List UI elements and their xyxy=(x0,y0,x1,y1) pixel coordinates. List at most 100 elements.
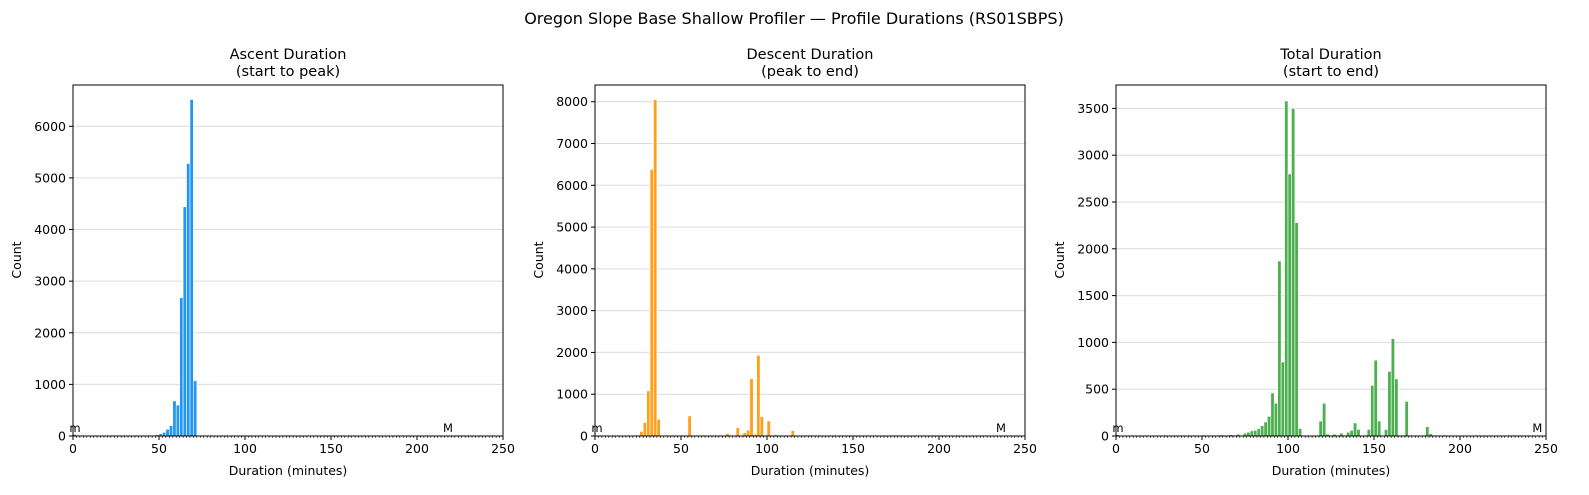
descent-axes-frame xyxy=(594,84,1026,437)
ascent-min-marker: m xyxy=(69,421,80,435)
descent-bar xyxy=(639,431,644,437)
total-bar xyxy=(1280,361,1285,437)
ascent-bar xyxy=(175,404,180,437)
total-ytick-label: 0 xyxy=(1101,429,1109,444)
ascent-xtick-label: 100 xyxy=(233,441,257,456)
total-bar xyxy=(1260,425,1265,437)
total-ytick-label: 1000 xyxy=(1077,335,1109,350)
ascent-max-marker: M xyxy=(443,421,453,435)
total-xtick-label: 150 xyxy=(1362,441,1386,456)
total-bar xyxy=(1287,173,1292,437)
total-bars xyxy=(1115,100,1533,437)
ascent-title-line1: Ascent Duration xyxy=(230,47,347,63)
descent-bar xyxy=(687,415,692,437)
descent-ytick-label: 2000 xyxy=(556,345,588,360)
ascent-bar xyxy=(169,425,174,437)
descent-ytick-label: 3000 xyxy=(556,303,588,318)
total-ytick-label: 3500 xyxy=(1077,101,1109,116)
ascent-bar xyxy=(193,380,198,437)
descent-ytick-label: 7000 xyxy=(556,136,588,151)
ascent-xtick-label: 150 xyxy=(319,441,343,456)
total-bar xyxy=(1346,431,1351,437)
total-xtick-label: 50 xyxy=(1194,441,1210,456)
ascent-xtick-label: 0 xyxy=(69,441,77,456)
descent-bar xyxy=(646,390,651,437)
ascent-ticks: 0 1000 2000 3000 4000 5000 6000 0 50 100 150 200 250 xyxy=(34,119,515,456)
descent-xtick-label: 50 xyxy=(673,441,689,456)
ascent-ytick-label: 6000 xyxy=(34,119,66,134)
total-xlabel: Duration (minutes) xyxy=(1272,463,1391,478)
descent-bar xyxy=(656,418,661,437)
total-bar xyxy=(1263,421,1268,437)
ascent-ytick-label: 4000 xyxy=(34,222,66,237)
ascent-bar xyxy=(172,400,177,437)
descent-bar xyxy=(735,427,740,437)
descent-bar xyxy=(746,429,751,437)
descent-bars xyxy=(635,99,795,437)
total-bar xyxy=(1390,338,1395,437)
total-ytick-label: 1500 xyxy=(1077,288,1109,303)
total-bar xyxy=(1298,428,1303,437)
total-bar xyxy=(1356,429,1361,437)
ascent-bar xyxy=(182,206,187,437)
descent-bar xyxy=(756,355,761,437)
total-ytick-label: 3000 xyxy=(1077,148,1109,163)
total-bar xyxy=(1253,430,1258,437)
descent-bar xyxy=(653,99,658,437)
ascent-bar xyxy=(179,297,184,437)
descent-ticks: 0 1000 2000 3000 4000 5000 6000 7000 8000 0 50 100 1… xyxy=(556,94,1037,456)
total-min-marker: m xyxy=(1112,421,1123,435)
total-bar xyxy=(1373,359,1378,437)
descent-bar xyxy=(642,422,647,437)
ascent-xtick-label: 200 xyxy=(405,441,429,456)
total-bar xyxy=(1267,416,1272,437)
total-bar xyxy=(1294,222,1299,437)
descent-ylabel: Count xyxy=(531,241,546,278)
ascent-panel: Ascent Duration (start to peak) 01000200… xyxy=(9,47,515,478)
total-bar xyxy=(1377,420,1382,437)
total-bar xyxy=(1318,420,1323,437)
descent-xtick-label: 100 xyxy=(755,441,779,456)
descent-bar xyxy=(790,430,795,437)
total-panel: Total Duration (start to end) 0500100015… xyxy=(1052,47,1558,478)
total-bar xyxy=(1246,431,1251,437)
total-bar xyxy=(1256,428,1261,437)
total-max-marker: M xyxy=(1532,421,1542,435)
ascent-gridlines xyxy=(73,125,503,385)
ascent-bar xyxy=(162,432,167,437)
ascent-bars xyxy=(72,99,198,437)
ascent-ytick-label: 1000 xyxy=(34,377,66,392)
descent-bar xyxy=(766,420,771,437)
descent-ytick-label: 4000 xyxy=(556,261,588,276)
ascent-xtick-label: 50 xyxy=(151,441,167,456)
total-bar xyxy=(1349,430,1354,437)
total-bar xyxy=(1394,378,1399,437)
descent-title-line2: (peak to end) xyxy=(761,64,859,80)
total-bar xyxy=(1277,260,1282,437)
total-gridlines xyxy=(1116,107,1546,390)
total-bar xyxy=(1291,108,1296,437)
ascent-ytick-label: 3000 xyxy=(34,274,66,289)
descent-panel: Descent Duration (peak to end) 010002000… xyxy=(531,47,1037,478)
ascent-ytick-label: 5000 xyxy=(34,170,66,185)
total-ytick-label: 500 xyxy=(1085,382,1109,397)
descent-ytick-label: 5000 xyxy=(556,220,588,235)
ascent-ytick-label: 2000 xyxy=(34,325,66,340)
ascent-bar xyxy=(189,99,194,437)
descent-xtick-label: 200 xyxy=(927,441,951,456)
total-xtick-label: 250 xyxy=(1534,441,1558,456)
total-ylabel: Count xyxy=(1052,241,1067,278)
total-bar xyxy=(1273,402,1278,437)
descent-xtick-label: 250 xyxy=(1013,441,1037,456)
descent-bar xyxy=(759,416,764,437)
ascent-ylabel: Count xyxy=(9,241,24,278)
descent-ytick-label: 6000 xyxy=(556,178,588,193)
descent-ytick-label: 8000 xyxy=(556,94,588,109)
descent-xtick-label: 150 xyxy=(841,441,865,456)
ascent-xtick-label: 250 xyxy=(491,441,515,456)
descent-ytick-label: 1000 xyxy=(556,387,588,402)
total-bar xyxy=(1270,392,1275,437)
total-bar xyxy=(1370,385,1375,437)
total-bar xyxy=(1353,422,1358,437)
total-bar xyxy=(1366,429,1371,437)
